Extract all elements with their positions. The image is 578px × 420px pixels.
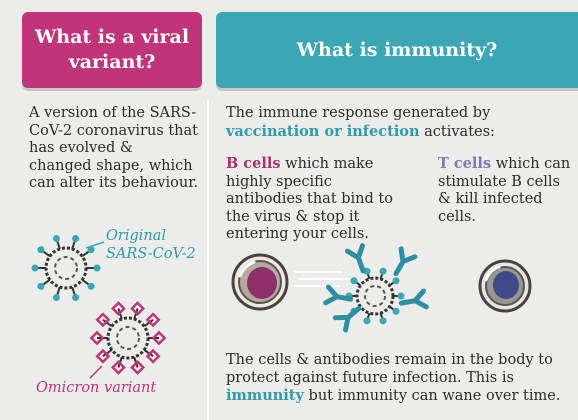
spike-tip bbox=[93, 264, 101, 272]
spike-tip bbox=[52, 235, 60, 243]
column-divider bbox=[207, 100, 209, 420]
original-virus-label: Original SARS-CoV-2 bbox=[106, 227, 196, 263]
spike bbox=[102, 348, 113, 358]
tcells-description: T cells which can stimulate B cells & ki… bbox=[438, 155, 573, 226]
bcells-text: which make highly specific antibodies th… bbox=[226, 156, 393, 242]
original-label-line2: SARS-CoV-2 bbox=[106, 246, 196, 262]
viral-variant-heading-text: What is a viral variant? bbox=[34, 26, 190, 73]
antibody-icon bbox=[323, 284, 354, 306]
original-label-line1: Original bbox=[106, 228, 166, 244]
bcells-label: B cells bbox=[226, 155, 281, 172]
variant-description: A version of the SARS-CoV-2 coronavirus … bbox=[29, 105, 199, 191]
spike-tip bbox=[110, 301, 126, 316]
spike-tip bbox=[37, 282, 45, 290]
spike-tip bbox=[31, 264, 39, 272]
spike-tip bbox=[145, 348, 161, 364]
bcells-description: B cells which make highly specific antib… bbox=[226, 155, 406, 244]
spike bbox=[143, 348, 154, 358]
immune-response-intro: The immune response generated by vaccina… bbox=[226, 105, 576, 141]
tcells-label: T cells bbox=[438, 155, 492, 172]
original-virus-illustration bbox=[31, 235, 101, 301]
spike-tip bbox=[379, 267, 387, 275]
virus-with-antibodies bbox=[323, 243, 429, 333]
intro-text-2: activates: bbox=[424, 123, 495, 140]
spike-tip bbox=[87, 282, 95, 290]
spike-tip bbox=[350, 277, 358, 285]
original-label-pointer bbox=[85, 241, 105, 249]
spike-tip bbox=[95, 312, 111, 328]
immunity-heading-text: What is immunity? bbox=[296, 39, 498, 61]
spike-tip bbox=[130, 360, 146, 375]
spike bbox=[143, 318, 154, 328]
immunity-highlight: immunity bbox=[226, 387, 304, 404]
virus-spikes bbox=[31, 235, 101, 301]
spike-tip bbox=[95, 348, 111, 364]
spike-tip bbox=[151, 330, 167, 346]
omicron-label-pointer bbox=[89, 365, 103, 379]
omicron-spikes bbox=[89, 301, 167, 375]
spike-tip bbox=[52, 293, 60, 301]
antibody-icon bbox=[332, 305, 362, 333]
spike-tip bbox=[379, 317, 387, 325]
spike-tip bbox=[392, 307, 400, 315]
spike-tip bbox=[37, 246, 45, 254]
immunity-explanation: The cells & antibodies remain in the bod… bbox=[226, 352, 576, 406]
viral-variant-heading: What is a viral variant? bbox=[22, 12, 202, 88]
antibody-icon bbox=[393, 246, 418, 277]
outro-text-2: but immunity can wane over time. bbox=[308, 388, 561, 404]
motion-lines bbox=[294, 271, 350, 287]
spike-tip bbox=[110, 360, 126, 375]
tcells-text: which can stimulate B cells & kill infec… bbox=[438, 156, 571, 225]
spike-tip bbox=[397, 292, 405, 300]
omicron-variant-label: Omicron variant bbox=[36, 380, 157, 396]
omicron-virus-illustration bbox=[89, 301, 167, 375]
spike-tip bbox=[89, 330, 105, 346]
spike-tip bbox=[145, 312, 161, 328]
spike-tip bbox=[363, 317, 371, 325]
spike-tip bbox=[87, 246, 95, 254]
spike-tip bbox=[72, 235, 80, 243]
spike-tip bbox=[72, 293, 80, 301]
spike bbox=[102, 318, 113, 328]
spike-tip bbox=[392, 277, 400, 285]
tcell-illustration bbox=[478, 259, 532, 313]
outro-text-1: The cells & antibodies remain in the bod… bbox=[226, 352, 553, 386]
spike-tip bbox=[130, 301, 146, 316]
antibody-icon bbox=[344, 243, 366, 274]
antibody-icon bbox=[398, 288, 429, 310]
immunity-heading: What is immunity? bbox=[216, 12, 578, 88]
intro-text-1: The immune response generated by bbox=[226, 105, 491, 121]
intro-highlight: vaccination or infection bbox=[226, 122, 420, 140]
bcell-illustration bbox=[231, 253, 289, 311]
